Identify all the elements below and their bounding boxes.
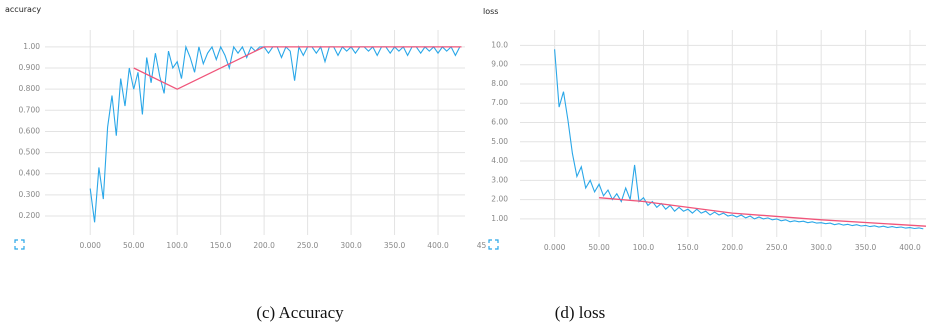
y-tick-label: 0.300 <box>19 190 41 199</box>
y-tick-label: 0.800 <box>19 84 41 93</box>
y-tick-label: 0.600 <box>19 126 41 135</box>
x-tick-label: 0.000 <box>79 241 101 250</box>
x-tick-label: 200.0 <box>253 241 275 250</box>
line <box>554 49 924 230</box>
x-tick-label: 50.00 <box>123 241 145 250</box>
x-tick-label: 350.0 <box>384 241 406 250</box>
x-tick-label: 250.0 <box>297 241 319 250</box>
caption: (d) loss <box>555 303 606 322</box>
x-tick-label: 300.0 <box>340 241 362 250</box>
y-tick-label: 0.200 <box>19 211 41 220</box>
y-tick-label: 10.0 <box>491 40 508 49</box>
y-tick-label: 1.00 <box>23 42 40 51</box>
y-tick-label: 9.00 <box>491 60 508 69</box>
x-tick-label: 45 <box>477 241 487 250</box>
y-tick-label: 7.00 <box>491 98 508 107</box>
x-tick-label: 400.0 <box>427 241 449 250</box>
y-tick-label: 3.00 <box>491 175 508 184</box>
expand-icon[interactable] <box>488 239 499 250</box>
x-tick-label: 150.0 <box>677 243 699 252</box>
x-tick-label: 50.00 <box>588 243 610 252</box>
plot <box>89 44 462 223</box>
expand-icon[interactable] <box>14 239 25 250</box>
x-tick-label: 350.0 <box>855 243 877 252</box>
x-tick-label: 0.000 <box>544 243 566 252</box>
y-tick-label: 5.00 <box>491 137 508 146</box>
y-tick-label: 4.00 <box>491 156 508 165</box>
y-tick-label: 2.00 <box>491 195 508 204</box>
chart-title: loss <box>483 7 498 16</box>
x-tick-label: 100.0 <box>166 241 188 250</box>
y-tick-label: 0.700 <box>19 105 41 114</box>
chart-title: accuracy <box>5 5 41 14</box>
x-tick-label: 100.0 <box>633 243 655 252</box>
y-tick-label: 1.00 <box>491 214 508 223</box>
x-tick-label: 300.0 <box>810 243 832 252</box>
y-tick-label: 0.500 <box>19 148 41 157</box>
y-tick-label: 0.400 <box>19 169 41 178</box>
x-tick-label: 250.0 <box>766 243 788 252</box>
plot <box>554 49 926 230</box>
x-tick-label: 400.0 <box>899 243 921 252</box>
caption: (c) Accuracy <box>256 303 344 322</box>
x-tick-label: 150.0 <box>210 241 232 250</box>
x-tick-label: 200.0 <box>722 243 744 252</box>
line <box>133 46 462 90</box>
y-tick-label: 8.00 <box>491 79 508 88</box>
line <box>599 197 926 227</box>
y-tick-label: 0.900 <box>19 63 41 72</box>
y-tick-label: 6.00 <box>491 118 508 127</box>
